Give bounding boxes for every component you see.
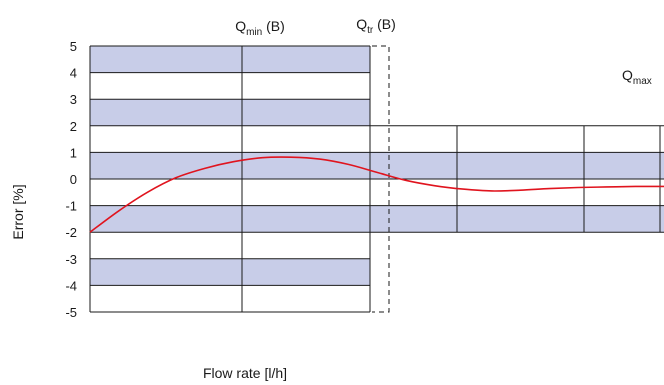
y-tick-1: 4: [70, 66, 77, 81]
y-tick-0: 5: [70, 39, 77, 54]
low-flow-band-1: [90, 99, 370, 126]
marker-label-2: Qmax: [622, 67, 652, 87]
y-tick-10: -5: [65, 305, 77, 320]
x-axis-label: Flow rate [l/h]: [203, 365, 287, 381]
qtr-dashed-boundary: [372, 45, 390, 313]
low-flow-band-3: [90, 205, 370, 233]
y-tick-2: 3: [70, 92, 77, 107]
low-flow-band-4: [90, 258, 370, 286]
grid-lines: [89, 45, 664, 313]
y-tick-8: -3: [65, 252, 77, 267]
marker-label-1: Qtr (B): [356, 16, 396, 36]
y-tick-5: 0: [70, 172, 77, 187]
high-flow-band-1: [370, 205, 664, 233]
low-flow-band-0: [90, 46, 370, 73]
y-tick-labels: 5 4 3 2 1 0 -1 -2 -3 -4 -5: [65, 39, 77, 320]
error-curve-line: [89, 156, 664, 233]
y-tick-4: 1: [70, 145, 77, 160]
marker-label-0: Qmin (B): [235, 18, 285, 38]
y-axis-label: Error [%]: [10, 184, 26, 239]
flow-markers: Qmin (B) Qtr (B) Qmax: [235, 16, 652, 87]
error-curve: [89, 156, 664, 233]
y-tick-7: -2: [65, 225, 77, 240]
y-tick-6: -1: [65, 199, 77, 214]
y-tick-9: -4: [65, 278, 77, 293]
y-tick-3: 2: [70, 119, 77, 134]
high-flow-band-0: [370, 152, 664, 179]
low-flow-band-2: [90, 152, 370, 179]
tolerance-bands: [90, 46, 664, 286]
